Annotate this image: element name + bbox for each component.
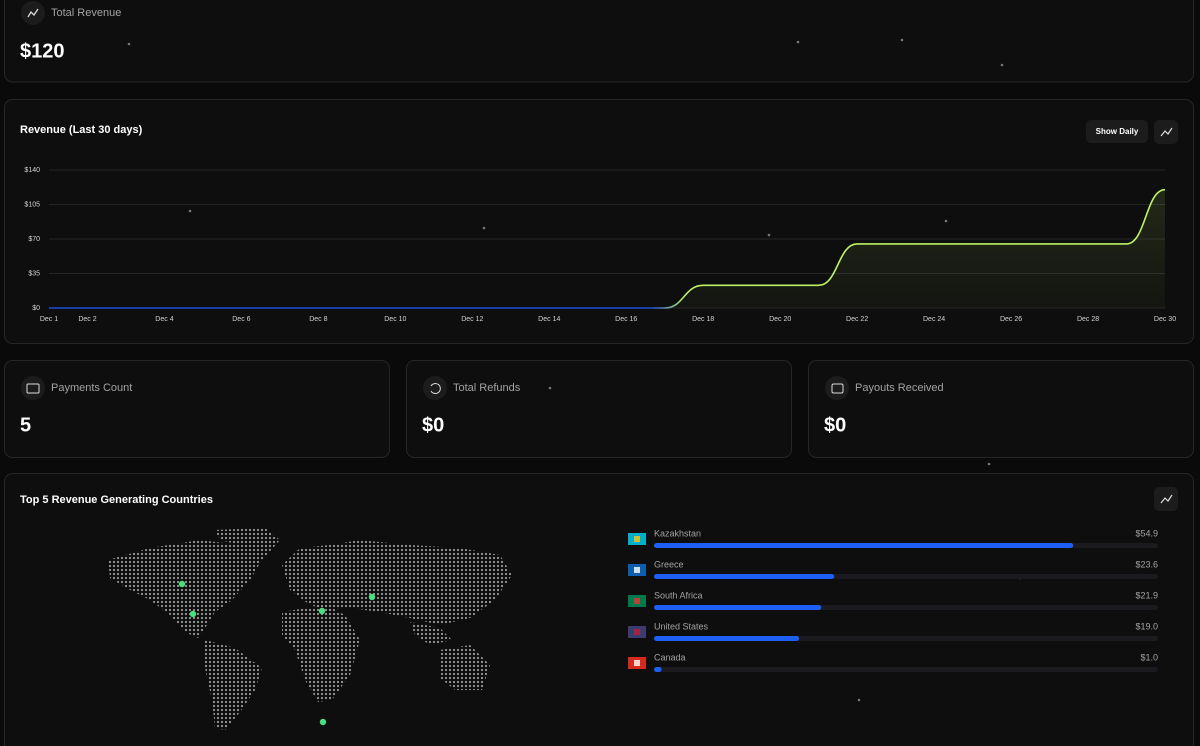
- flag-detail: [634, 660, 640, 666]
- icon-bg: [423, 376, 447, 400]
- area: [49, 189, 1165, 308]
- card-countries: [4, 473, 1194, 746]
- bar: [654, 636, 800, 641]
- value-label: $1.0: [1140, 652, 1158, 662]
- bar-track: [654, 667, 1158, 672]
- card-stat: [4, 360, 390, 458]
- star: [900, 38, 904, 42]
- country-name: Canada: [654, 652, 686, 662]
- x-tick-label: Dec 10: [384, 316, 406, 323]
- country-name: Kazakhstan: [654, 528, 701, 538]
- x-tick-label: Dec 20: [769, 316, 791, 323]
- x-tick-label: Dec 1: [40, 316, 58, 323]
- y-tick-label: $70: [28, 236, 40, 243]
- bar: [654, 605, 822, 610]
- x-tick-label: Dec 18: [692, 316, 714, 323]
- flag-detail: [634, 536, 640, 542]
- x-tick-label: Dec 24: [923, 316, 945, 323]
- x-tick-label: Dec 4: [155, 316, 173, 323]
- icon-card: [26, 383, 40, 394]
- map-marker: [368, 593, 376, 601]
- stat-value: $0: [422, 414, 444, 436]
- bar: [654, 667, 662, 672]
- star: [796, 40, 800, 44]
- country-name: United States: [654, 621, 709, 631]
- flag-detail: [634, 629, 640, 635]
- map-marker: [178, 580, 186, 588]
- star: [548, 386, 552, 390]
- icon-bg: [825, 376, 849, 400]
- map-south-america: [205, 640, 262, 730]
- line: [48, 188, 1166, 309]
- stat-label: Total Refunds: [453, 382, 521, 394]
- map-marker: [189, 610, 197, 618]
- country-name: Greece: [654, 559, 684, 569]
- x-tick-label: Dec 28: [1077, 316, 1099, 323]
- flag-detail: [634, 598, 640, 604]
- x-tick-label: Dec 6: [232, 316, 250, 323]
- x-tick-label: Dec 26: [1000, 316, 1022, 323]
- map-marker: [318, 607, 326, 615]
- x-tick-label: Dec 12: [461, 316, 483, 323]
- stat-value: $0: [824, 414, 846, 436]
- star: [857, 698, 861, 702]
- card-stat: [808, 360, 1194, 458]
- x-tick-label: Dec 2: [78, 316, 96, 323]
- stat-label: Payments Count: [51, 382, 132, 394]
- map-greenland: [215, 528, 280, 560]
- stat-value: 5: [20, 414, 31, 436]
- button-label: Show Daily: [1096, 127, 1139, 136]
- star: [482, 226, 486, 230]
- show-daily-button[interactable]: [1086, 120, 1148, 143]
- icon-bg: [21, 1, 45, 25]
- map-marker: [319, 718, 327, 726]
- chart-title: Revenue (Last 30 days): [20, 124, 143, 136]
- y-tick-label: $140: [24, 167, 40, 174]
- bar: [654, 574, 835, 579]
- card-value: $120: [20, 40, 65, 62]
- card-total-revenue: [4, 0, 1194, 83]
- world-map: [108, 528, 512, 730]
- icon-bg: [21, 376, 45, 400]
- star: [767, 233, 771, 237]
- country-name: South Africa: [654, 590, 703, 600]
- icon-refund: [430, 383, 441, 394]
- card-stat: [406, 360, 792, 458]
- bar: [654, 543, 1074, 548]
- flag-detail: [634, 567, 640, 573]
- map-australia: [440, 645, 490, 690]
- x-tick-label: Dec 22: [846, 316, 868, 323]
- x-tick-label: Dec 30: [1154, 316, 1176, 323]
- value-label: $54.9: [1135, 528, 1158, 538]
- icon-chart: [27, 8, 39, 18]
- value-label: $23.6: [1135, 559, 1158, 569]
- y-tick-label: $0: [32, 305, 40, 312]
- value-label: $21.9: [1135, 590, 1158, 600]
- stat-icons: [21, 376, 849, 400]
- star: [188, 209, 192, 213]
- icon-wallet: [831, 383, 844, 394]
- x-tick-label: Dec 14: [538, 316, 560, 323]
- icon-trend: [1160, 494, 1173, 504]
- y-tick-label: $35: [28, 270, 40, 277]
- map-asia-islands: [410, 622, 452, 645]
- map-eurasia: [282, 540, 512, 625]
- map-africa: [282, 605, 360, 702]
- star: [944, 219, 948, 223]
- x-tick-label: Dec 16: [615, 316, 637, 323]
- value-label: $19.0: [1135, 621, 1158, 631]
- star: [987, 462, 991, 466]
- star: [1000, 63, 1004, 67]
- map-markers: [178, 580, 376, 726]
- y-tick-label: $105: [24, 201, 40, 208]
- stat-label: Payouts Received: [855, 382, 944, 394]
- icon-trend: [1160, 127, 1173, 137]
- map-north-america: [108, 540, 262, 638]
- card-label: Total Revenue: [51, 7, 121, 19]
- chart-title: Top 5 Revenue Generating Countries: [20, 494, 213, 506]
- x-tick-label: Dec 8: [309, 316, 327, 323]
- star: [127, 42, 131, 46]
